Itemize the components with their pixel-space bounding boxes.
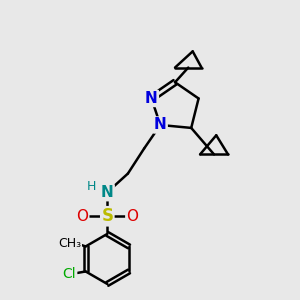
Text: O: O [126,209,138,224]
Text: O: O [76,209,88,224]
Text: N: N [145,91,158,106]
Text: N: N [154,118,167,133]
Text: CH₃: CH₃ [58,237,81,250]
Text: S: S [101,207,113,225]
Text: N: N [101,185,114,200]
Text: H: H [86,180,96,193]
Text: Cl: Cl [63,267,76,281]
